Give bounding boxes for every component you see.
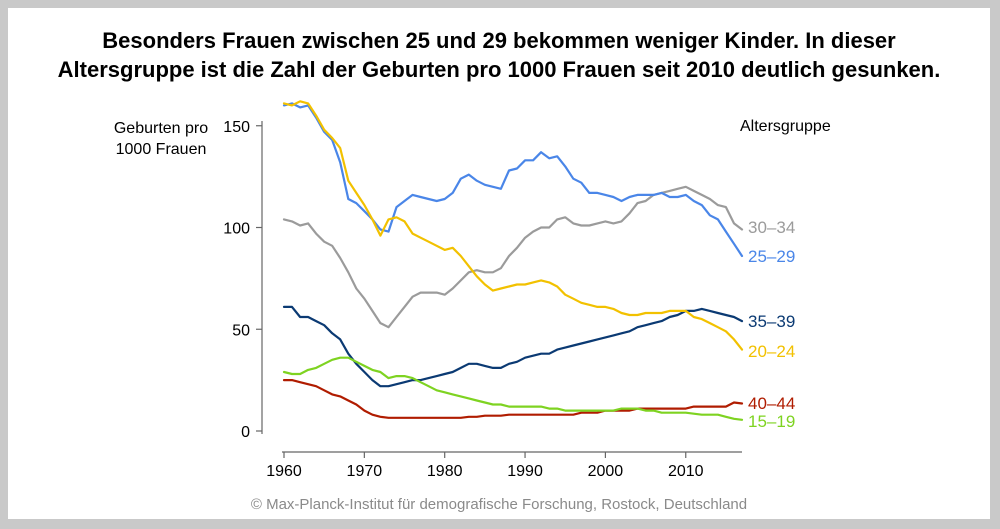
series-label-15–19: 15–19: [748, 412, 795, 431]
y-axis-label-line-1: Geburten pro: [113, 120, 209, 137]
y-tick-label-100: 100: [223, 221, 250, 238]
series-line-15–19: [282, 356, 744, 421]
series-line-20–24: [282, 100, 744, 351]
x-tick-label-2010: 2010: [668, 463, 704, 480]
legend-title: Altersgruppe: [740, 118, 831, 135]
x-tick-label-1980: 1980: [427, 463, 463, 480]
x-tick-label-1970: 1970: [347, 463, 383, 480]
x-tick-label-1990: 1990: [507, 463, 543, 480]
copyright-credit: © Max-Planck-Institut für demografische …: [250, 496, 748, 513]
chart-frame: Besonders Frauen zwischen 25 und 29 beko…: [8, 8, 990, 519]
title-line-1: Besonders Frauen zwischen 25 und 29 beko…: [102, 28, 896, 53]
series-label-25–29: 25–29: [748, 247, 795, 266]
x-tick-label-2000: 2000: [588, 463, 624, 480]
series-line-25–29: [282, 102, 744, 258]
y-tick-label-0: 0: [241, 424, 250, 441]
y-tick-label-150: 150: [223, 119, 250, 136]
series-label-40–44: 40–44: [748, 394, 795, 413]
series-line-35–39: [282, 305, 744, 388]
y-axis-label-line-2: 1000 Frauen: [115, 141, 207, 158]
chart-title: Besonders Frauen zwischen 25 und 29 beko…: [8, 26, 990, 84]
y-tick-label-50: 50: [232, 322, 250, 339]
series-label-30–34: 30–34: [748, 218, 795, 237]
series-line-40–44: [282, 379, 744, 419]
x-tick-label-1960: 1960: [266, 463, 302, 480]
series-label-35–39: 35–39: [748, 312, 795, 331]
title-line-2: Altersgruppe ist die Zahl der Geburten p…: [57, 57, 941, 82]
series-label-20–24: 20–24: [748, 342, 795, 361]
series-line-30–34: [282, 185, 744, 329]
y-axis-label: Geburten pro 1000 Frauen: [96, 118, 226, 160]
